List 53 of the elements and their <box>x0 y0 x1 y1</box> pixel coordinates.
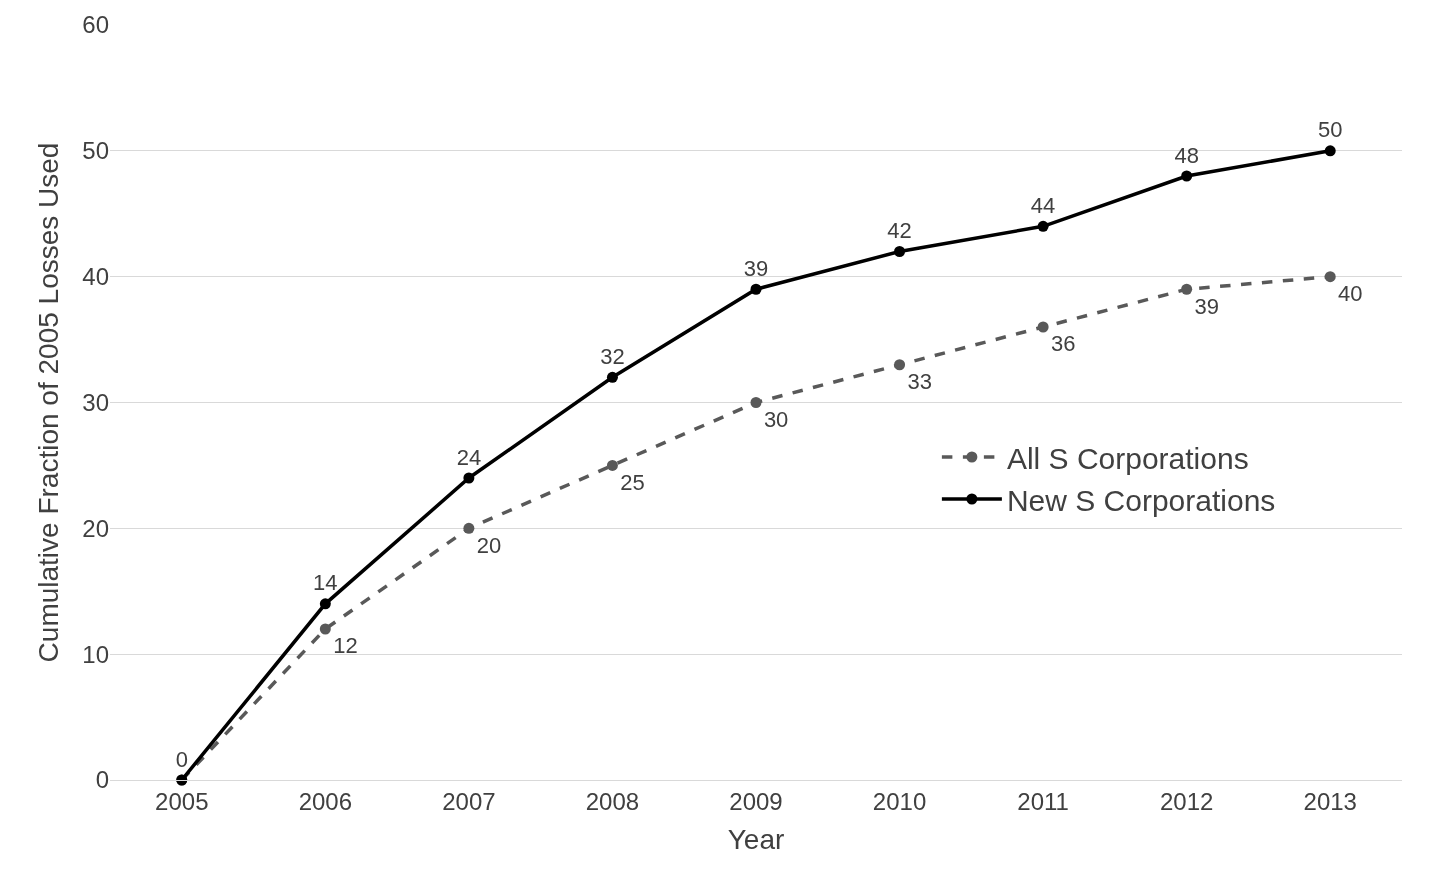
data-label: 33 <box>907 369 932 395</box>
data-label: 20 <box>476 532 502 558</box>
data-label: 39 <box>1194 293 1220 319</box>
point <box>1181 283 1193 295</box>
y-tick-label: 20 <box>82 514 109 542</box>
y-axis-title: Cumulative Fraction of 2005 Losses Used <box>33 142 64 663</box>
data-label: 12 <box>333 633 358 659</box>
point <box>1037 321 1049 333</box>
x-tick-label: 2011 <box>1017 787 1069 815</box>
point <box>1037 220 1049 232</box>
data-label: 42 <box>887 218 912 244</box>
point <box>606 459 618 471</box>
y-tick-label: 40 <box>82 263 109 291</box>
y-tick-label: 10 <box>82 640 109 668</box>
legend-label: New S Corporations <box>1006 483 1276 517</box>
x-tick-label: 2007 <box>442 787 496 815</box>
x-tick-label: 2008 <box>585 787 640 815</box>
data-label: 48 <box>1174 142 1199 168</box>
point <box>319 598 331 610</box>
y-tick-label: 50 <box>82 137 109 165</box>
y-tick-label: 60 <box>82 11 109 39</box>
point <box>463 522 475 534</box>
x-tick-label: 2009 <box>729 787 783 815</box>
legend-label: All S Corporations <box>1006 441 1249 475</box>
x-tick-label: 2005 <box>155 787 209 815</box>
x-tick-label: 2013 <box>1303 787 1357 815</box>
x-tick-label: 2012 <box>1159 787 1214 815</box>
x-axis-title: Year <box>727 823 785 855</box>
point <box>1324 145 1336 157</box>
data-label: 30 <box>763 406 789 432</box>
data-label: 50 <box>1317 117 1343 143</box>
point <box>894 246 906 257</box>
point <box>750 283 762 295</box>
x-tick-label: 2010 <box>872 787 927 815</box>
data-label: 24 <box>456 444 482 470</box>
data-label: 36 <box>1050 331 1076 357</box>
point <box>606 371 618 383</box>
point <box>1324 271 1336 283</box>
point <box>894 359 906 371</box>
point <box>319 623 331 635</box>
data-label: 14 <box>313 570 338 596</box>
y-tick-label: 30 <box>82 388 109 416</box>
point <box>1181 170 1193 182</box>
data-label: 44 <box>1030 192 1056 218</box>
point <box>463 472 475 484</box>
point <box>750 397 762 408</box>
x-tick-label: 2006 <box>298 787 353 815</box>
data-label: 40 <box>1338 281 1363 307</box>
data-label: 25 <box>620 469 645 495</box>
y-tick-label: 0 <box>95 766 109 794</box>
data-label: 32 <box>600 343 625 369</box>
data-label: 0 <box>175 746 188 772</box>
data-label: 39 <box>743 255 769 281</box>
